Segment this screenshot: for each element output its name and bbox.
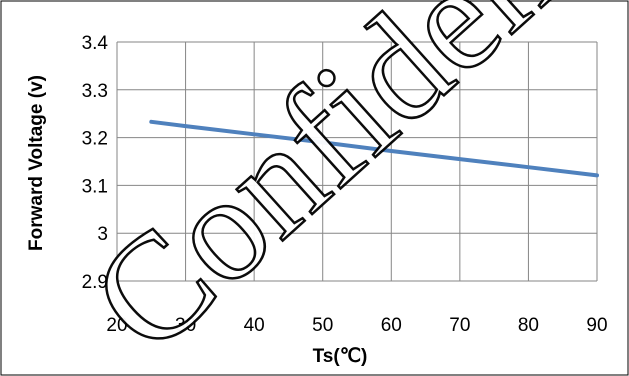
x-tick-label: 20 xyxy=(106,315,127,336)
y-tick-label: 3.2 xyxy=(82,129,108,150)
y-tick-label: 3.3 xyxy=(82,81,108,102)
y-tick-label: 3.1 xyxy=(82,176,108,197)
x-tick-label: 80 xyxy=(518,315,539,336)
y-tick-labels: 2.9 3 3.1 3.2 3.3 3.4 xyxy=(82,33,109,293)
x-tick-labels: 20 30 40 50 60 70 80 90 xyxy=(106,315,607,336)
gridlines xyxy=(116,41,598,282)
y-axis-title: Forward Voltage (v) xyxy=(26,75,47,251)
x-tick-label: 50 xyxy=(312,315,333,336)
x-tick-label: 70 xyxy=(449,315,470,336)
y-tick-label: 3.4 xyxy=(82,33,109,54)
x-tick-label: 90 xyxy=(586,315,607,336)
y-tick-label: 2.9 xyxy=(82,272,108,293)
series-line xyxy=(149,119,599,178)
x-tick-label: 30 xyxy=(175,315,196,336)
x-axis-title: Ts(℃) xyxy=(313,346,368,367)
watermark-text: Confidential xyxy=(61,0,629,376)
x-tick-label: 60 xyxy=(381,315,402,336)
watermark: Confidential xyxy=(60,0,629,376)
y-tick-label: 3 xyxy=(97,224,108,245)
x-tick-label: 40 xyxy=(244,315,265,336)
series-group xyxy=(149,119,599,178)
